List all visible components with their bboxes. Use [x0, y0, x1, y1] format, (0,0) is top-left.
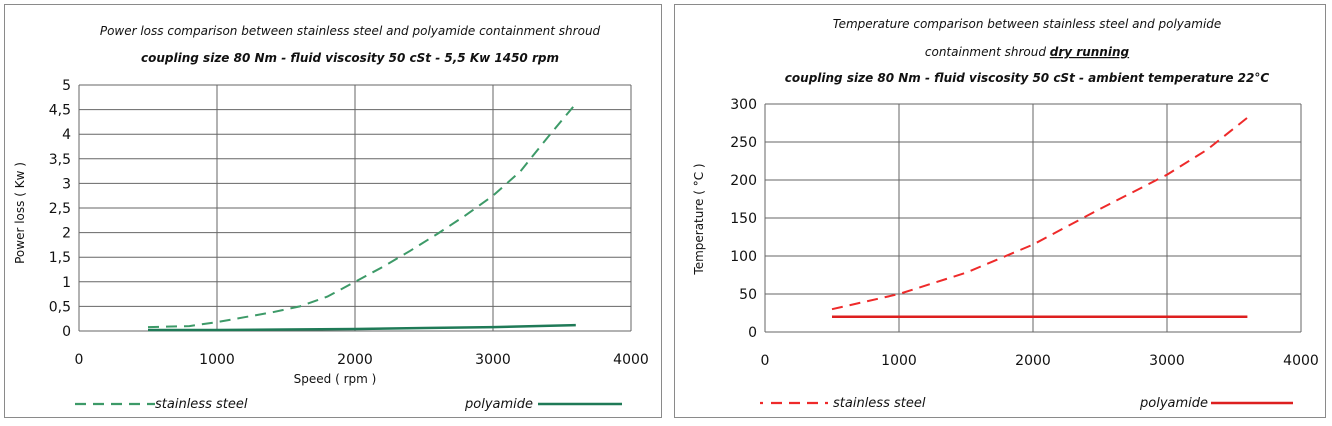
y-tick-label: 2: [62, 226, 71, 242]
y-tick-label: 1,5: [49, 250, 71, 266]
x-tick-label: 1000: [199, 352, 235, 368]
y-tick-label: 4: [62, 127, 71, 143]
y-axis-label: Power loss ( Kw ): [13, 162, 27, 264]
y-tick-label: 0: [748, 325, 757, 341]
power-loss-chart-panel: Power loss comparison between stainless …: [4, 4, 662, 418]
series-line-stainless-steel: [831, 116, 1249, 311]
x-tick-label: 2000: [1015, 353, 1051, 369]
x-tick-label: 3000: [1149, 353, 1185, 369]
y-tick-label: 0: [62, 324, 71, 340]
chart-title-line2-text: containment shroud: [925, 45, 1050, 59]
legend-label-stainless-steel: stainless steel: [155, 397, 248, 412]
y-tick-label: 300: [730, 97, 757, 113]
x-tick-label: 4000: [613, 352, 649, 368]
series-line-polyamide: [148, 323, 576, 332]
temperature-chart: Temperature comparison between stainless…: [692, 17, 1319, 411]
legend-label-polyamide: polyamide: [1139, 396, 1208, 411]
x-tick-label: 3000: [475, 352, 511, 368]
chart-subtitle: coupling size 80 Nm - fluid viscosity 50…: [141, 51, 559, 65]
y-tick-label: 50: [739, 287, 757, 303]
y-tick-label: 0,5: [49, 299, 71, 315]
chart-title-emphasis: dry running: [1050, 45, 1130, 59]
y-tick-label: 100: [730, 249, 757, 265]
y-tick-label: 4,5: [49, 103, 71, 119]
chart-subtitle: coupling size 80 Nm - fluid viscosity 50…: [785, 71, 1270, 85]
x-tick-label: 1000: [881, 353, 917, 369]
x-axis-label: Speed ( rpm ): [294, 372, 377, 386]
y-tick-label: 5: [62, 78, 71, 94]
y-tick-label: 3,5: [49, 152, 71, 168]
x-tick-label: 2000: [337, 352, 373, 368]
x-tick-label: 0: [761, 353, 770, 369]
legend-label-stainless-steel: stainless steel: [833, 396, 926, 411]
chart-title-line2: containment shroud dry running: [925, 45, 1130, 59]
x-tick-label: 0: [75, 352, 84, 368]
y-tick-label: 1: [62, 275, 71, 291]
chart-title: Power loss comparison between stainless …: [100, 24, 601, 38]
temperature-chart-panel: Temperature comparison between stainless…: [674, 4, 1326, 418]
x-tick-label: 4000: [1283, 353, 1319, 369]
series-line-stainless-steel: [147, 103, 577, 329]
y-tick-label: 200: [730, 173, 757, 189]
y-axis-label: Temperature ( °C ): [692, 163, 706, 275]
y-tick-label: 150: [730, 211, 757, 227]
y-tick-label: 2,5: [49, 201, 71, 217]
y-tick-label: 250: [730, 135, 757, 151]
legend-label-polyamide: polyamide: [464, 397, 533, 412]
power-loss-chart: Power loss comparison between stainless …: [13, 24, 649, 412]
y-tick-label: 3: [62, 176, 71, 192]
chart-title: Temperature comparison between stainless…: [833, 17, 1222, 31]
